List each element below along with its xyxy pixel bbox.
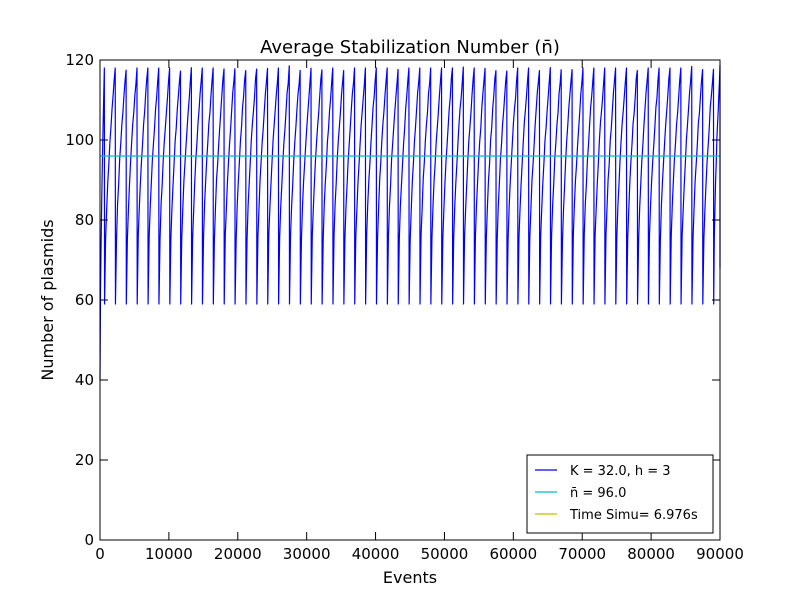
legend-box bbox=[526, 454, 714, 534]
chart-title: Average Stabilization Number (n̄) bbox=[260, 37, 560, 58]
y-tick-label: 60 bbox=[75, 291, 94, 309]
legend-entry: K = 32.0, h = 3 bbox=[570, 464, 671, 479]
x-tick-label: 20000 bbox=[214, 545, 262, 563]
y-tick-label: 80 bbox=[75, 211, 94, 229]
x-tick-label: 70000 bbox=[558, 545, 606, 563]
legend-entry: Time Simu= 6.976s bbox=[569, 508, 698, 523]
series-layer bbox=[99, 64, 721, 381]
y-axis-label: Number of plasmids bbox=[38, 219, 57, 380]
x-tick-label: 10000 bbox=[145, 545, 193, 563]
x-tick-label: 90000 bbox=[696, 545, 744, 563]
axes: 0 10000 20000 30000 40000 50000 60000 70000 8000… bbox=[65, 51, 744, 563]
y-tick-label: 0 bbox=[84, 531, 94, 549]
y-tick-label: 20 bbox=[75, 451, 94, 469]
x-tick-label: 40000 bbox=[352, 545, 400, 563]
x-tick-label: 0 bbox=[95, 545, 105, 563]
y-tick-label: 100 bbox=[65, 131, 94, 149]
x-tick-label: 80000 bbox=[627, 545, 675, 563]
legend-entry: n̄ = 96.0 bbox=[570, 486, 626, 501]
series-line-plasmids bbox=[99, 64, 721, 381]
x-tick-label: 60000 bbox=[489, 545, 537, 563]
x-tick-label: 30000 bbox=[283, 545, 331, 563]
x-tick-label: 50000 bbox=[421, 545, 469, 563]
legend: K = 32.0, h = 3 n̄ = 96.0 Time Simu= 6.976… bbox=[526, 454, 714, 534]
x-axis-label: Events bbox=[383, 568, 437, 587]
y-tick-label: 40 bbox=[75, 371, 94, 389]
y-tick-label: 120 bbox=[65, 51, 94, 69]
